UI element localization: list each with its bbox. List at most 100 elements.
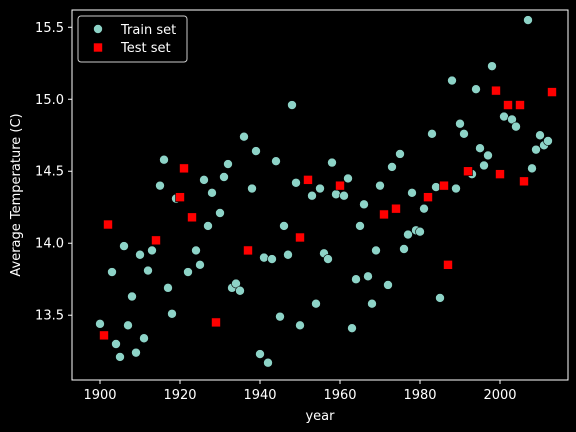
legend-train-marker [93, 24, 103, 34]
test-point [439, 180, 449, 191]
train-point [471, 84, 481, 94]
train-point [479, 160, 489, 171]
test-point [175, 192, 185, 202]
train-point [527, 163, 537, 174]
train-point [147, 245, 157, 256]
train-point [395, 149, 405, 159]
train-point [251, 146, 261, 156]
test-point [391, 203, 401, 214]
train-point [363, 271, 373, 282]
train-point [247, 183, 257, 194]
train-point [139, 333, 149, 344]
test-point [423, 192, 433, 202]
legend-test-label: Test set [120, 41, 171, 56]
y-tick-label: 14.5 [35, 165, 64, 180]
test-point [495, 169, 505, 179]
test-point [443, 260, 453, 270]
train-point [543, 136, 553, 146]
train-point [359, 199, 369, 210]
train-point [507, 114, 517, 125]
test-point [503, 100, 513, 110]
legend-train-label: Train set [120, 23, 176, 38]
train-point [343, 173, 353, 184]
train-point [263, 357, 273, 368]
train-point [371, 245, 381, 256]
train-point [191, 245, 201, 256]
y-tick-label: 15.0 [35, 93, 64, 108]
train-point [487, 61, 497, 71]
train-point [451, 183, 461, 194]
x-tick-label: 1940 [243, 388, 276, 403]
y-tick-label: 13.5 [35, 309, 64, 324]
train-point [407, 188, 417, 198]
train-point [279, 221, 289, 231]
test-point [379, 209, 389, 220]
test-point [519, 176, 529, 187]
test-point [515, 100, 525, 110]
train-point [455, 118, 465, 129]
test-point [179, 163, 189, 174]
train-point [183, 267, 193, 277]
train-point [267, 254, 277, 264]
train-point [447, 75, 457, 86]
test-point [103, 219, 113, 230]
train-point [399, 244, 409, 254]
train-point [387, 162, 397, 172]
legend-box [77, 15, 188, 63]
test-point [187, 212, 197, 223]
y-axis-label: Average Temperature (C) [9, 113, 24, 276]
train-point [107, 267, 117, 277]
train-point [275, 311, 285, 322]
train-point [163, 283, 173, 293]
train-point [315, 183, 325, 194]
train-point [403, 229, 413, 240]
train-point [511, 121, 521, 132]
x-axis-label: year [305, 409, 335, 424]
train-point [531, 144, 541, 155]
train-point [155, 180, 165, 191]
train-point [323, 254, 333, 264]
test-point [211, 317, 221, 328]
train-point [523, 15, 533, 25]
train-point [255, 349, 265, 359]
train-point [95, 319, 105, 329]
train-point [475, 143, 485, 154]
train-point [367, 298, 377, 309]
train-point [459, 129, 469, 139]
train-point [351, 274, 361, 285]
train-point [291, 177, 301, 188]
x-axis-ticks: 1900 1920 1940 1960 1980 2000 [83, 380, 517, 403]
train-point [383, 280, 393, 290]
x-tick-label: 1980 [403, 388, 436, 403]
train-point [135, 249, 145, 260]
train-point [223, 159, 233, 169]
test-point [243, 245, 253, 256]
train-point [431, 182, 441, 192]
train-point [419, 203, 429, 214]
train-point [307, 190, 317, 201]
y-tick-label: 15.5 [35, 21, 64, 36]
train-point [127, 291, 137, 302]
data-points [95, 15, 557, 368]
train-point [375, 180, 385, 191]
legend: Train set Test set [77, 15, 188, 63]
legend-test-marker [93, 42, 103, 53]
train-point [131, 347, 141, 358]
test-point [491, 85, 501, 96]
train-point [115, 352, 125, 362]
train-point [207, 188, 217, 198]
train-point [199, 175, 209, 185]
train-point [111, 339, 121, 349]
y-axis-ticks: 13.5 14.0 14.5 15.0 15.5 [35, 21, 72, 324]
train-point [295, 320, 305, 331]
x-tick-label: 1900 [83, 388, 116, 403]
train-point [415, 226, 425, 237]
train-point [167, 308, 177, 319]
train-point [235, 285, 245, 296]
train-point [239, 131, 249, 142]
test-point [335, 180, 345, 191]
train-point [331, 189, 341, 200]
train-point [327, 157, 337, 168]
test-point [99, 330, 109, 341]
